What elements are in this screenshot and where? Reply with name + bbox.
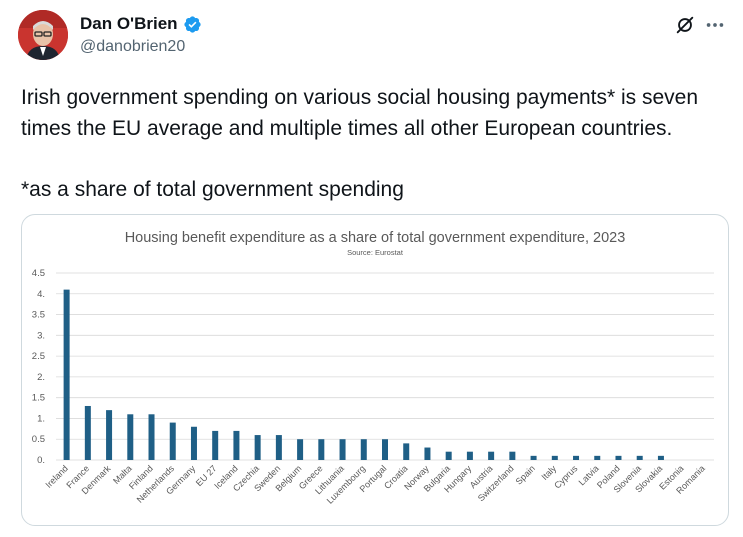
bar-france xyxy=(85,406,91,460)
bar-bulgaria xyxy=(446,452,452,460)
x-tick-label: Spain xyxy=(514,463,537,486)
avatar[interactable] xyxy=(18,10,68,60)
chart-subtitle: Source: Eurostat xyxy=(347,248,404,257)
bar-luxembourg xyxy=(361,439,367,460)
x-tick-label: Cyprus xyxy=(552,463,580,491)
chart-title: Housing benefit expenditure as a share o… xyxy=(125,230,626,246)
bar-latvia xyxy=(594,456,600,460)
y-tick-label: 4.5 xyxy=(32,268,45,279)
bar-lithuania xyxy=(340,439,346,460)
bar-switzerland xyxy=(509,452,515,460)
y-tick-label: 3.5 xyxy=(32,310,45,321)
bar-eu-27 xyxy=(212,431,218,460)
bar-ireland xyxy=(64,290,70,460)
y-tick-label: 2. xyxy=(37,372,45,383)
y-tick-label: 0. xyxy=(37,455,45,466)
bar-germany xyxy=(191,427,197,460)
bar-slovenia xyxy=(637,456,643,460)
bar-hungary xyxy=(467,452,473,460)
bar-greece xyxy=(318,439,324,460)
y-tick-label: 1. xyxy=(37,413,45,424)
grok-icon[interactable] xyxy=(674,14,696,36)
bar-iceland xyxy=(233,431,239,460)
y-tick-label: 2.5 xyxy=(32,351,45,362)
more-icon[interactable] xyxy=(704,14,726,36)
chart-image-card[interactable]: Housing benefit expenditure as a share o… xyxy=(21,214,729,526)
bar-norway xyxy=(424,448,430,460)
avatar-image xyxy=(18,10,68,60)
bar-czechia xyxy=(255,435,261,460)
handle[interactable]: @danobrien20 xyxy=(80,38,185,56)
bar-italy xyxy=(552,456,558,460)
bar-cyprus xyxy=(573,456,579,460)
bar-finland xyxy=(149,414,155,460)
bar-austria xyxy=(488,452,494,460)
verified-badge-icon xyxy=(183,15,202,34)
bar-denmark xyxy=(106,410,112,460)
tweet-text-footnote: *as a share of total government spending xyxy=(21,174,726,205)
bar-spain xyxy=(531,456,537,460)
bar-sweden xyxy=(276,435,282,460)
tweet-text: Irish government spending on various soc… xyxy=(21,82,726,205)
tweet-header: Dan O'Brien @danobrien20 xyxy=(18,10,728,66)
y-tick-label: 4. xyxy=(37,289,45,300)
bar-poland xyxy=(615,456,621,460)
bar-netherlands xyxy=(170,423,176,460)
y-tick-label: 0.5 xyxy=(32,434,45,445)
display-name[interactable]: Dan O'Brien xyxy=(80,14,178,34)
tweet-text-line: Irish government spending on various soc… xyxy=(21,82,726,144)
bar-belgium xyxy=(297,439,303,460)
bar-slovakia xyxy=(658,456,664,460)
y-tick-label: 1.5 xyxy=(32,393,45,404)
name-row: Dan O'Brien xyxy=(80,14,202,34)
bar-portugal xyxy=(382,439,388,460)
bar-chart: Housing benefit expenditure as a share o… xyxy=(22,215,728,525)
bar-malta xyxy=(127,414,133,460)
y-tick-label: 3. xyxy=(37,330,45,341)
bar-croatia xyxy=(403,443,409,460)
